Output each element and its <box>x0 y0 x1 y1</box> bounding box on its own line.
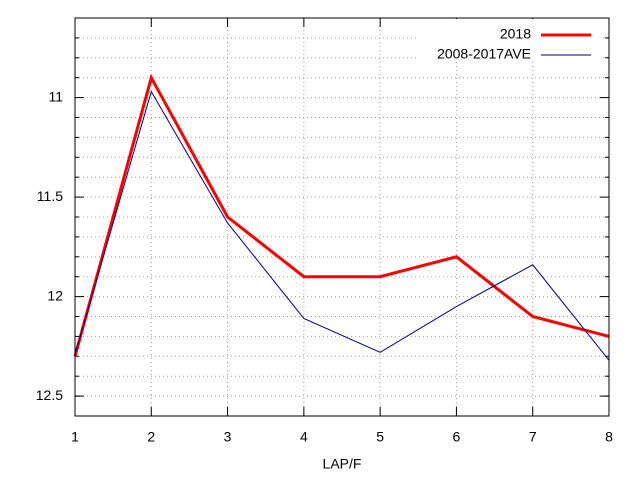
x-tick-label: 2 <box>147 429 155 445</box>
y-tick-label: 11.5 <box>37 188 63 204</box>
plot-frame <box>74 17 610 417</box>
legend-label: 2008-2017AVE <box>437 46 531 62</box>
x-tick-label: 8 <box>605 429 613 445</box>
legend-label: 2018 <box>500 26 531 42</box>
series-line <box>74 90 610 361</box>
x-tick-label: 3 <box>224 429 232 445</box>
x-tick-label: 1 <box>71 429 79 445</box>
x-axis-label: LAP/F <box>323 456 362 472</box>
y-tick-label: 11 <box>48 88 63 104</box>
x-tick-label: 5 <box>376 429 384 445</box>
x-tick-label: 6 <box>453 429 461 445</box>
series-line <box>73 73 610 357</box>
x-tick-label: 7 <box>529 429 537 445</box>
legend-box <box>416 19 600 59</box>
y-tick-label: 12.5 <box>36 387 63 403</box>
x-tick-label: 4 <box>300 429 308 445</box>
y-tick-label: 12 <box>47 287 63 303</box>
